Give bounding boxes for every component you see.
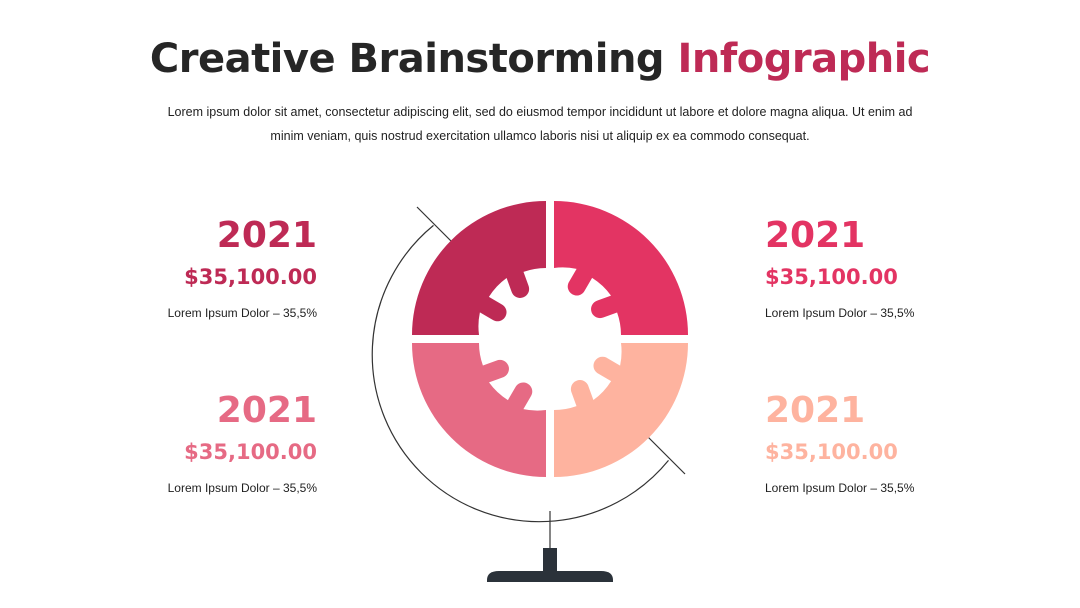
stat-year: 2021 bbox=[216, 215, 317, 256]
stat-label: Lorem Ipsum Dolor – 35,5% bbox=[167, 306, 317, 320]
stat-label: Lorem Ipsum Dolor – 35,5% bbox=[167, 481, 317, 495]
puzzle-segment-top-right bbox=[554, 201, 688, 335]
puzzle-segment-bottom-left bbox=[412, 343, 546, 477]
puzzle-segment-top-left bbox=[412, 201, 546, 335]
stat-year: 2021 bbox=[216, 390, 317, 431]
title-main: Creative Brainstorming bbox=[149, 36, 665, 82]
page-title: Creative Brainstorming Infographic bbox=[0, 30, 1080, 88]
stat-amount: $35,100.00 bbox=[184, 440, 317, 464]
globe-axis-tick-top bbox=[416, 206, 455, 245]
globe-axis-tick-bottom bbox=[647, 436, 686, 475]
stat-block-top-left: 2021 $35,100.00 Lorem Ipsum Dolor – 35,5… bbox=[97, 214, 317, 321]
stat-block-bottom-left: 2021 $35,100.00 Lorem Ipsum Dolor – 35,5… bbox=[97, 389, 317, 496]
stat-amount: $35,100.00 bbox=[765, 265, 898, 289]
description-text: Lorem ipsum dolor sit amet, consectetur … bbox=[167, 105, 913, 143]
stat-amount: $35,100.00 bbox=[765, 440, 898, 464]
stat-year: 2021 bbox=[765, 215, 866, 256]
puzzle-segment-bottom-right bbox=[554, 343, 688, 477]
globe-stand-icon bbox=[487, 511, 613, 582]
stat-year: 2021 bbox=[765, 390, 866, 431]
stat-block-top-right: 2021 $35,100.00 Lorem Ipsum Dolor – 35,5… bbox=[765, 214, 985, 321]
title-accent: Infographic bbox=[677, 36, 931, 82]
stat-block-bottom-right: 2021 $35,100.00 Lorem Ipsum Dolor – 35,5… bbox=[765, 389, 985, 496]
stat-label: Lorem Ipsum Dolor – 35,5% bbox=[765, 306, 915, 320]
stat-amount: $35,100.00 bbox=[184, 265, 317, 289]
globe-meridian-arc bbox=[371, 224, 669, 523]
stat-label: Lorem Ipsum Dolor – 35,5% bbox=[765, 481, 915, 495]
